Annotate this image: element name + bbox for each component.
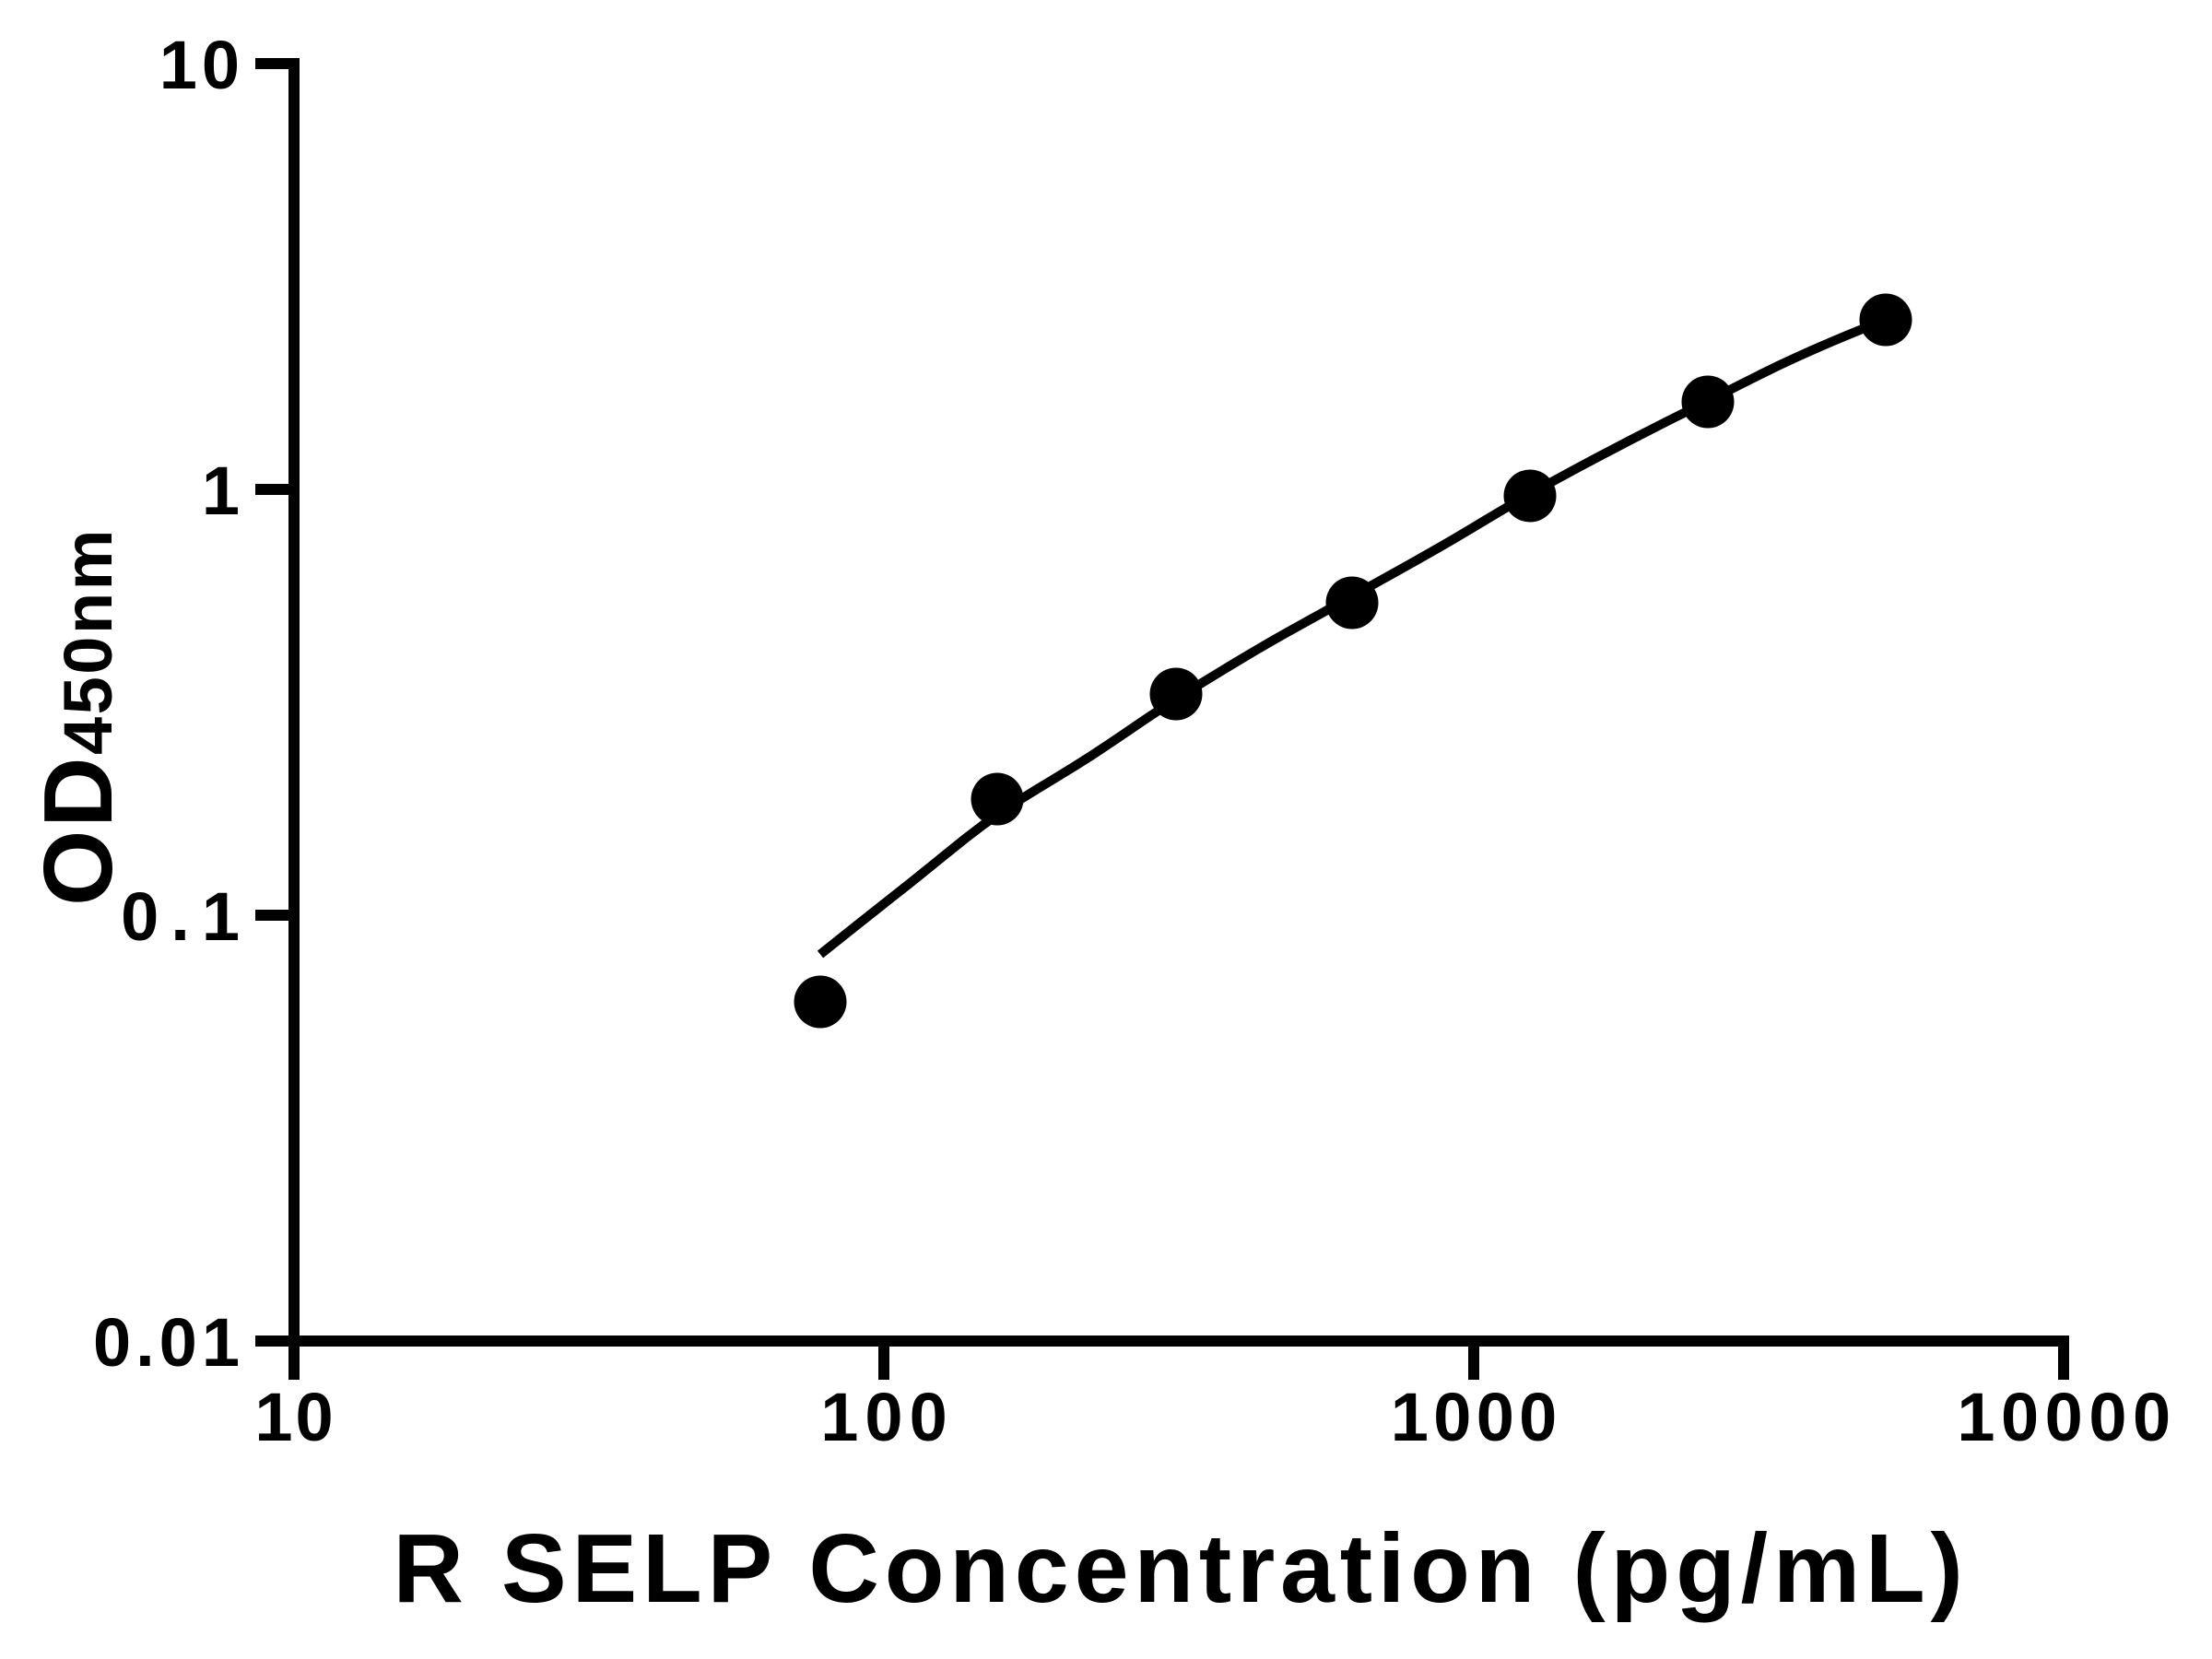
svg-text:0.01: 0.01 — [93, 1304, 244, 1381]
svg-text:R SELP Concentration (pg/mL): R SELP Concentration (pg/mL) — [393, 1514, 1968, 1623]
svg-text:10: 10 — [254, 1379, 335, 1455]
svg-text:100: 100 — [820, 1379, 953, 1455]
svg-text:10: 10 — [159, 27, 244, 103]
svg-text:1000: 1000 — [1391, 1379, 1562, 1455]
svg-text:0.1: 0.1 — [121, 878, 252, 955]
svg-text:1: 1 — [202, 453, 244, 529]
svg-text:10000: 10000 — [1957, 1379, 2176, 1455]
